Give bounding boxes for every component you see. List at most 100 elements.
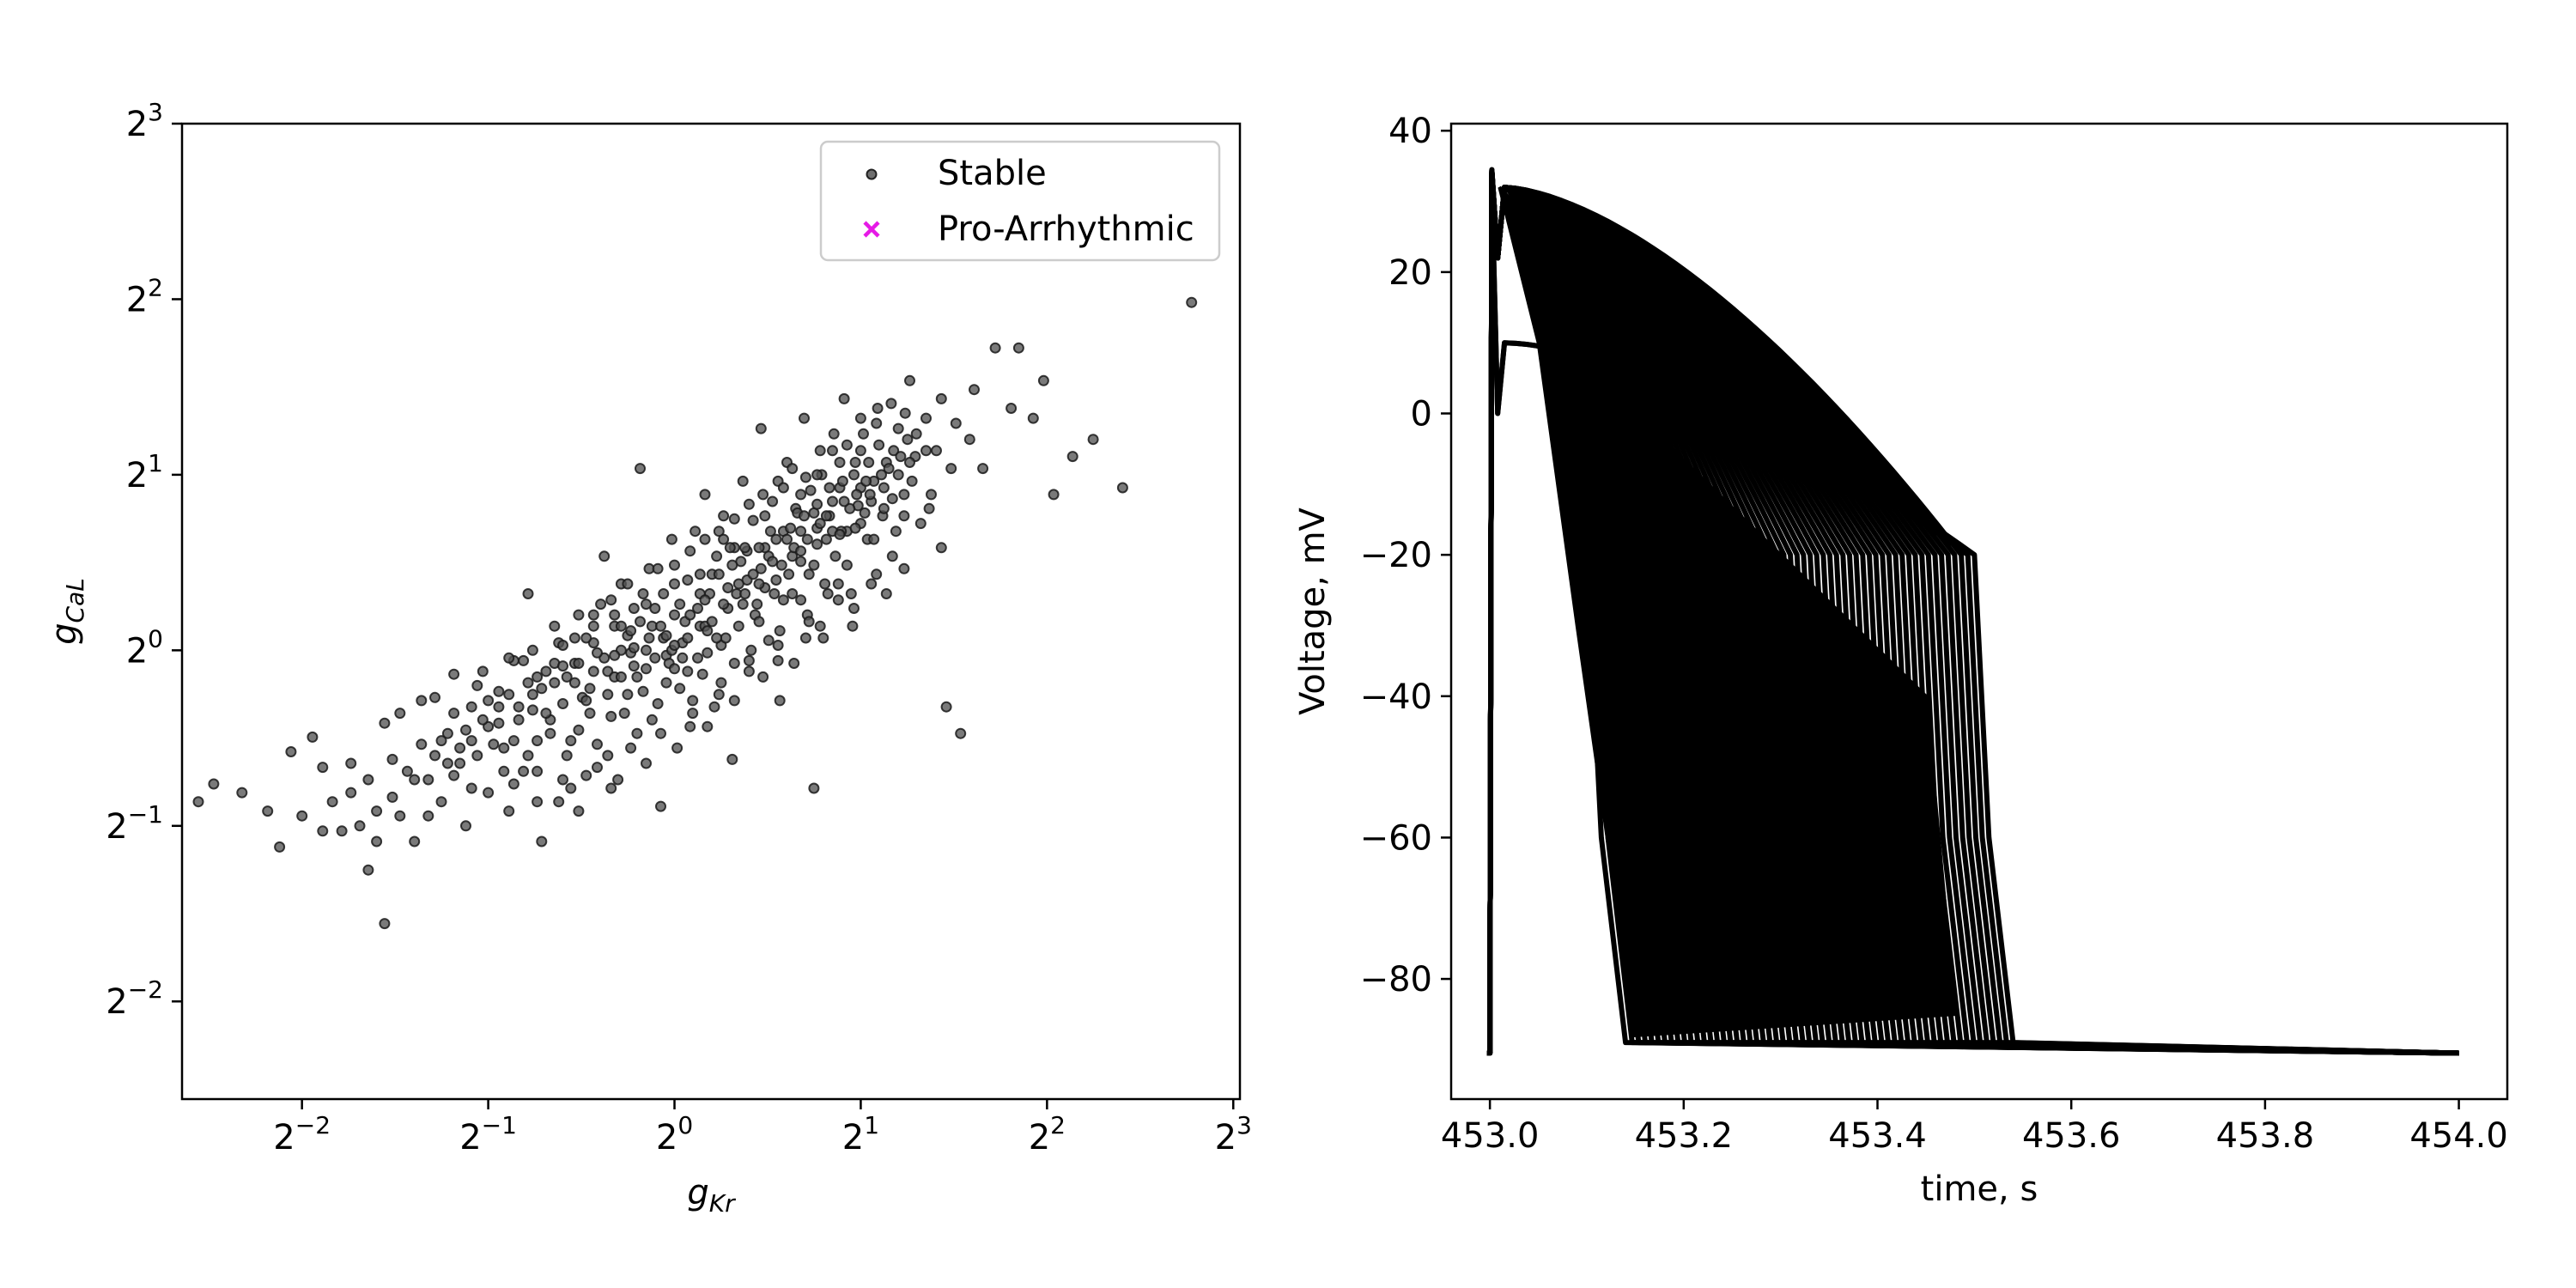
scatter-point bbox=[799, 510, 810, 522]
scatter-point bbox=[652, 698, 664, 709]
scatter-point bbox=[1037, 374, 1049, 386]
scatter-point bbox=[708, 701, 720, 713]
scatter-point bbox=[743, 654, 755, 666]
scatter-point bbox=[772, 640, 784, 651]
scatter-point bbox=[711, 550, 723, 562]
scatter-point bbox=[886, 493, 898, 505]
scatter-point bbox=[844, 502, 856, 514]
scatter-point bbox=[568, 632, 580, 644]
scatter-point bbox=[631, 727, 643, 739]
scatter-point bbox=[885, 398, 897, 410]
scatter-point bbox=[448, 708, 460, 720]
scatter-point bbox=[711, 632, 723, 644]
scatter-point bbox=[660, 677, 672, 689]
scatter-x-ticks: 2−2 2−1 20 21 22 23 bbox=[273, 1099, 1252, 1157]
scatter-point bbox=[422, 810, 434, 822]
tick-exponent: −1 bbox=[482, 1111, 517, 1139]
scatter-point bbox=[747, 568, 759, 580]
scatter-point bbox=[584, 683, 596, 695]
scatter-point bbox=[503, 689, 515, 701]
voltage-y-tick-label: −20 bbox=[1360, 536, 1432, 575]
scatter-point bbox=[770, 574, 782, 586]
scatter-point bbox=[945, 463, 957, 475]
scatter-point bbox=[471, 750, 483, 762]
scatter-point bbox=[770, 533, 782, 545]
scatter-point bbox=[858, 428, 869, 440]
scatter-y-tick-label: 20 bbox=[126, 624, 163, 671]
scatter-point bbox=[914, 518, 927, 530]
scatter-point bbox=[371, 835, 383, 848]
scatter-y-tick-label: 22 bbox=[126, 273, 163, 319]
scatter-point bbox=[753, 542, 765, 554]
scatter-point bbox=[713, 526, 725, 538]
scatter-point bbox=[536, 835, 548, 848]
scatter-point bbox=[429, 750, 440, 762]
scatter-point bbox=[718, 533, 730, 545]
scatter-point bbox=[526, 644, 538, 656]
scatter-point bbox=[665, 533, 677, 545]
tick-exponent: 0 bbox=[148, 624, 163, 653]
scatter-point bbox=[655, 620, 666, 632]
scatter-point bbox=[888, 445, 900, 457]
tick-base: 2 bbox=[656, 1118, 677, 1157]
scatter-point bbox=[655, 727, 666, 739]
scatter-point bbox=[726, 559, 738, 571]
scatter-point bbox=[682, 574, 694, 586]
legend: Stable Pro-Arrhythmic bbox=[819, 140, 1221, 262]
scatter-point bbox=[836, 475, 848, 487]
scatter-point bbox=[561, 671, 573, 683]
scatter-point bbox=[498, 765, 510, 777]
scatter-point bbox=[605, 710, 617, 722]
scatter-point bbox=[876, 469, 887, 481]
voltage-trace-band bbox=[1498, 185, 1957, 1038]
scatter-point bbox=[702, 625, 714, 637]
scatter-point bbox=[808, 782, 820, 794]
scatter-point bbox=[483, 695, 495, 707]
scatter-point bbox=[518, 654, 530, 666]
scatter-point bbox=[674, 683, 686, 695]
scatter-point bbox=[737, 598, 749, 611]
scatter-point bbox=[767, 495, 779, 507]
scatter-point bbox=[669, 640, 680, 651]
scatter-point bbox=[580, 695, 592, 707]
scatter-point bbox=[513, 714, 525, 726]
tick-exponent: −2 bbox=[128, 975, 163, 1004]
scatter-point bbox=[814, 445, 826, 457]
scatter-point bbox=[236, 787, 248, 799]
scatter-point bbox=[658, 588, 670, 599]
scatter-point bbox=[498, 742, 510, 754]
tick-base: 2 bbox=[126, 105, 148, 144]
scatter-point bbox=[819, 578, 831, 590]
scatter-point bbox=[935, 392, 947, 404]
scatter-point bbox=[618, 708, 630, 720]
scatter-axes-frame bbox=[180, 122, 1242, 1101]
scatter-point bbox=[483, 787, 495, 799]
scatter-point bbox=[777, 482, 789, 494]
scatter-point bbox=[787, 463, 799, 475]
scatter-point bbox=[715, 677, 727, 689]
scatter-point bbox=[671, 742, 683, 754]
voltage-y-ticks: 40 20 0 −20 −40 −60 −80 bbox=[1360, 112, 1451, 999]
scatter-point bbox=[864, 489, 876, 501]
scatter-point bbox=[561, 750, 573, 762]
scatter-point bbox=[669, 559, 680, 571]
scatter-point bbox=[605, 594, 617, 606]
scatter-point bbox=[805, 484, 817, 496]
scatter-point bbox=[362, 774, 374, 786]
scatter-point bbox=[820, 510, 832, 522]
scatter-point bbox=[625, 625, 637, 637]
scatter-point bbox=[841, 439, 853, 451]
scatter-x-tick-label: 2−2 bbox=[273, 1111, 331, 1157]
scatter-point bbox=[336, 825, 348, 837]
tick-base: 2 bbox=[842, 1118, 864, 1157]
scatter-point bbox=[274, 841, 286, 853]
scatter-point bbox=[803, 616, 815, 628]
scatter-point bbox=[615, 671, 627, 683]
tick-base: 2 bbox=[273, 1118, 295, 1157]
scatter-point bbox=[886, 550, 898, 562]
scatter-point bbox=[762, 635, 775, 647]
scatter-point bbox=[584, 708, 596, 720]
scatter-point bbox=[878, 502, 890, 514]
scatter-point bbox=[847, 620, 859, 632]
